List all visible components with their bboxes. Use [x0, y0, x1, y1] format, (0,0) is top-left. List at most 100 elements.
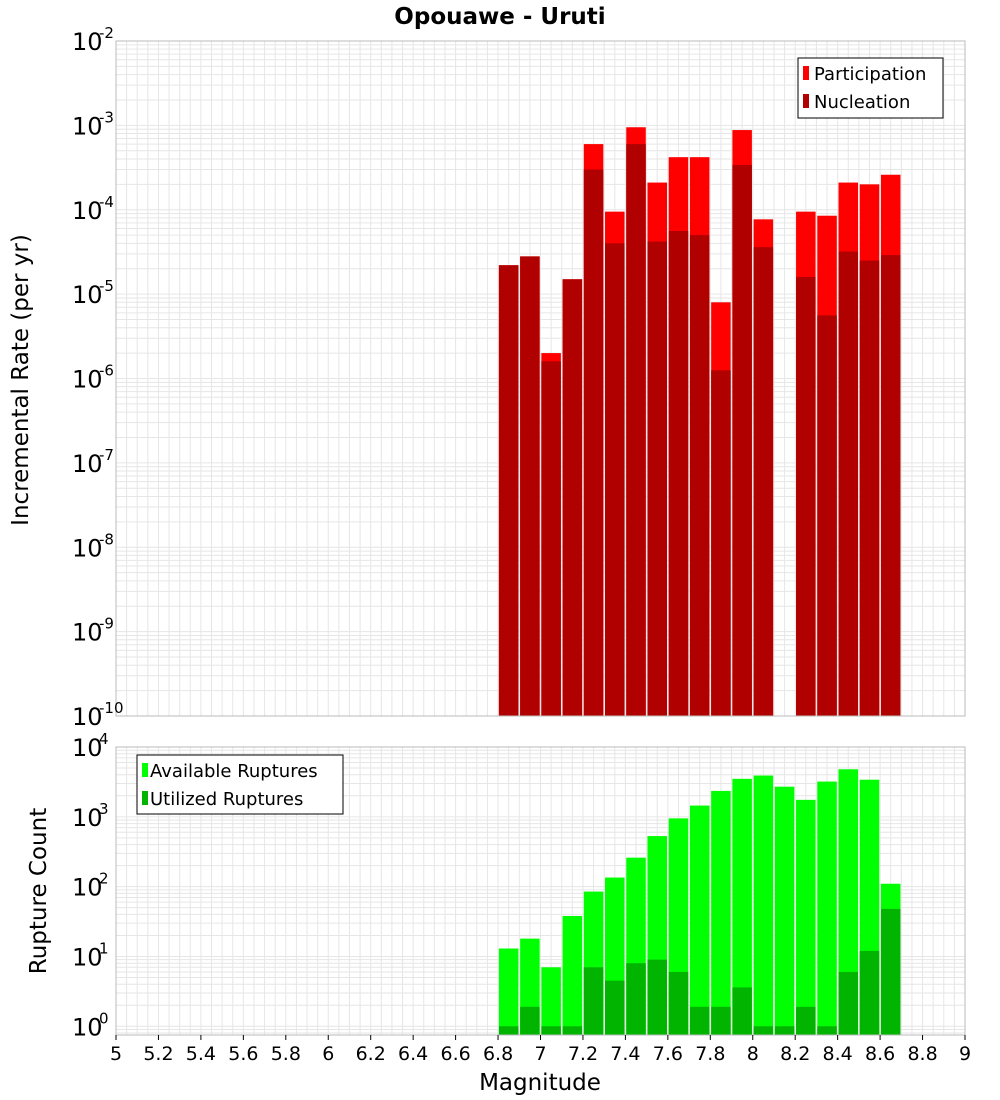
x-tick-label: 6.8 [483, 1043, 513, 1065]
participation-legend-swatch [803, 66, 809, 80]
count-bar-utilized-ruptures [583, 967, 604, 1035]
utilized-legend-swatch [142, 791, 148, 805]
count-bar-utilized-ruptures [774, 1026, 795, 1035]
count-y-tick-exponent: 2 [99, 870, 109, 888]
rate-bar-nucleation [647, 241, 668, 717]
count-bar-available-ruptures [838, 769, 859, 1035]
count-y-tick-base: 10 [72, 874, 103, 902]
rate-bar-nucleation [796, 276, 816, 716]
count-bar-utilized-ruptures [562, 1026, 583, 1035]
count-y-tick-base: 10 [72, 734, 103, 762]
count-bar-available-ruptures [711, 790, 731, 1035]
rate-y-tick: 10-2 [72, 24, 114, 56]
magnitude-x-ticks: 5 5.2 5.4 5.6 5.8 6 6.2 6.4 6.6 6.8 7 7.2 7.4 7.6 7.8 8… [110, 1035, 971, 1065]
count-y-axis-label: Rupture Count [26, 808, 52, 974]
x-tick-label: 9 [959, 1043, 971, 1065]
rate-y-tick: 10-8 [72, 530, 114, 562]
x-tick-label: 8 [747, 1043, 759, 1065]
rate-y-tick-exponent: -5 [99, 277, 114, 295]
count-y-tick: 102 [72, 870, 109, 902]
x-tick-label: 7.8 [695, 1043, 725, 1065]
rate-y-tick-base: 10 [72, 703, 103, 731]
count-y-tick-base: 10 [72, 943, 103, 971]
rate-bar-nucleation [838, 251, 859, 716]
count-bar-utilized-ruptures [753, 1026, 774, 1035]
rate-y-tick-exponent: -4 [99, 193, 114, 211]
count-bar-available-ruptures [732, 778, 752, 1035]
count-y-tick-exponent: 1 [99, 939, 109, 957]
x-tick-label: 6.2 [356, 1043, 386, 1065]
rate-y-tick-exponent: -10 [99, 699, 124, 717]
chart-title: Opouawe - Uruti [394, 4, 605, 30]
x-tick-label: 5.4 [186, 1043, 216, 1065]
count-y-tick: 103 [72, 800, 109, 832]
available-legend-label: Available Ruptures [150, 761, 318, 782]
rate-y-tick-base: 10 [72, 112, 103, 140]
count-y-tick-exponent: 4 [99, 730, 109, 748]
count-bar-utilized-ruptures [626, 963, 646, 1035]
rate-y-tick-exponent: -6 [99, 362, 114, 380]
x-tick-label: 8.6 [865, 1043, 895, 1065]
rate-y-tick-base: 10 [72, 534, 103, 562]
rate-y-tick-exponent: -2 [99, 24, 114, 42]
rate-y-tick-exponent: -7 [99, 446, 114, 464]
count-bar-utilized-ruptures [732, 987, 752, 1035]
rate-y-tick: 10-5 [72, 277, 114, 309]
rate-y-tick-exponent: -3 [99, 108, 114, 126]
count-bar-utilized-ruptures [541, 1026, 561, 1035]
count-bar-utilized-ruptures [711, 1006, 731, 1035]
utilized-legend-label: Utilized Ruptures [150, 789, 303, 810]
count-bar-available-ruptures [562, 915, 583, 1035]
rate-plot-frame [115, 40, 966, 717]
rate-legend: Participation Nucleation [797, 57, 944, 119]
rate-bar-nucleation [498, 265, 519, 716]
x-tick-label: 7.6 [653, 1043, 683, 1065]
count-bars [498, 769, 901, 1035]
rate-legend-box [797, 57, 944, 119]
rate-y-tick: 10-10 [72, 699, 124, 731]
x-tick-label: 5.8 [271, 1043, 301, 1065]
count-bar-utilized-ruptures [498, 1026, 519, 1035]
rate-y-tick: 10-7 [72, 446, 114, 478]
rate-y-tick: 10-3 [72, 108, 114, 140]
rate-bar-nucleation [711, 370, 731, 716]
rate-y-axis-label: Incremental Rate (per yr) [8, 234, 34, 526]
count-bar-utilized-ruptures [689, 1006, 710, 1035]
x-tick-label: 8.8 [907, 1043, 937, 1065]
count-bar-utilized-ruptures [796, 1006, 816, 1035]
count-bar-available-ruptures [817, 781, 837, 1035]
rate-y-tick-base: 10 [72, 28, 103, 56]
x-tick-label: 7.2 [568, 1043, 598, 1065]
x-tick-label: 5.6 [228, 1043, 258, 1065]
x-tick-label: 6.4 [398, 1043, 428, 1065]
count-bar-utilized-ruptures [668, 971, 689, 1035]
count-y-tick-exponent: 0 [99, 1009, 109, 1027]
count-bar-available-ruptures [753, 775, 774, 1035]
x-tick-label: 8.2 [780, 1043, 810, 1065]
count-bar-available-ruptures [774, 786, 795, 1035]
rate-y-tick-base: 10 [72, 197, 103, 225]
rate-bar-nucleation [562, 279, 583, 716]
count-y-tick: 101 [72, 939, 109, 971]
rate-y-tick-base: 10 [72, 281, 103, 309]
rate-y-tick: 10-9 [72, 615, 114, 647]
x-tick-label: 5 [110, 1043, 122, 1065]
count-bar-available-ruptures [796, 799, 816, 1035]
count-legend: Available Ruptures Utilized Ruptures [136, 754, 344, 815]
count-legend-box [136, 754, 344, 815]
rate-bars [498, 127, 901, 717]
rate-bar-nucleation [732, 164, 752, 716]
count-bar-available-ruptures [498, 948, 519, 1035]
count-y-tick-base: 10 [72, 804, 103, 832]
count-bar-utilized-ruptures [817, 1026, 837, 1035]
count-bar-utilized-ruptures [880, 908, 901, 1035]
magnitude-x-axis-label: Magnitude [479, 1070, 601, 1096]
rate-bar-nucleation [859, 260, 880, 716]
x-tick-label: 7.4 [610, 1043, 640, 1065]
count-bar-utilized-ruptures [859, 950, 880, 1035]
count-y-tick-exponent: 3 [99, 800, 109, 818]
count-y-tick-base: 10 [72, 1013, 103, 1041]
count-bar-utilized-ruptures [647, 959, 668, 1035]
